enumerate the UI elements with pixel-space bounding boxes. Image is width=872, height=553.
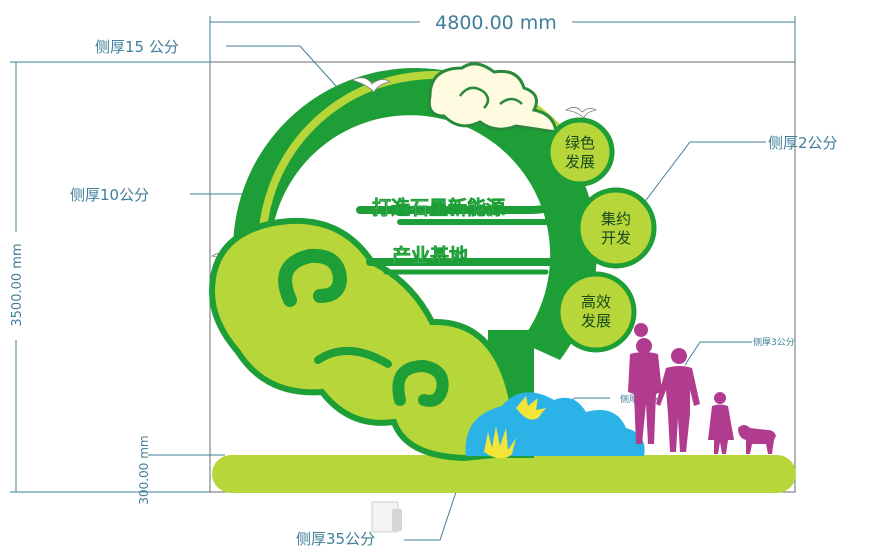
ground-bar	[212, 455, 796, 493]
height-dimension: 3500.00 mm	[10, 61, 210, 493]
base-height-label: 300.00 mm	[137, 435, 151, 504]
badge-efficient-development: 高效 发展	[555, 271, 637, 353]
slogan-line-1: 打造石墨新能源	[372, 196, 505, 219]
badge-2-line-2: 开发	[601, 229, 631, 247]
top-cloud	[427, 62, 558, 134]
badge-3-line-2: 发展	[581, 312, 611, 330]
left-cloud-scroll	[208, 217, 517, 462]
height-label: 3500.00 mm	[10, 243, 25, 326]
blue-cloud	[465, 392, 645, 459]
badge-2-line-1: 集约	[601, 210, 631, 228]
callout-side-2: 侧厚2公分	[768, 134, 838, 152]
badge-intensive-development: 集约 开发	[575, 187, 657, 269]
base-height-dimension: 300.00 mm	[137, 435, 225, 505]
callout-side-3: 侧厚3公分	[753, 336, 795, 348]
badge-green-development: 绿色 发展	[545, 117, 615, 187]
placeholder-box-shadow	[392, 509, 402, 531]
slogan-line-2: 产业基地	[392, 244, 468, 267]
callout-side-15: 侧厚15 公分	[95, 38, 179, 56]
badge-3-line-1: 高效	[581, 293, 611, 311]
callout-side-10: 侧厚10公分	[70, 186, 149, 204]
slogan-ribbons	[356, 179, 584, 275]
badge-1-line-2: 发展	[565, 153, 595, 171]
badge-1-line-1: 绿色	[565, 134, 595, 152]
width-label: 4800.00 mm	[435, 12, 557, 34]
leader-lines	[190, 45, 766, 541]
callout-side-35: 侧厚35公分	[296, 530, 375, 548]
family-silhouette	[628, 323, 776, 454]
width-dimension: 4800.00 mm	[209, 12, 796, 62]
